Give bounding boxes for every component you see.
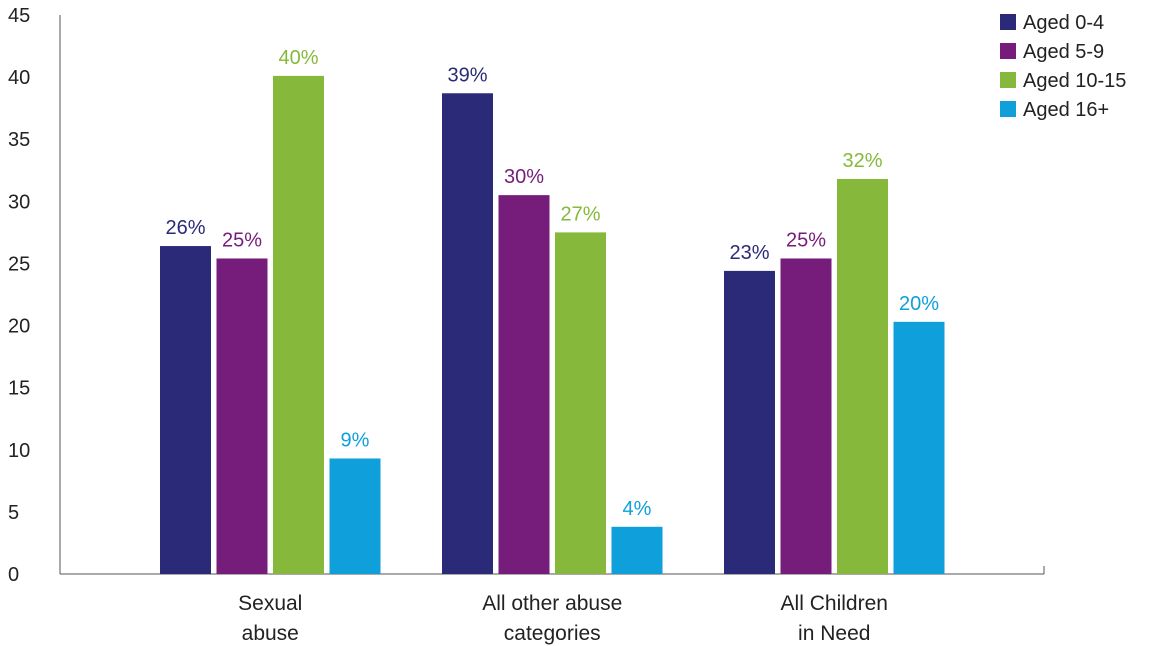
y-tick-label: 35 — [8, 129, 30, 151]
data-label: 23% — [729, 242, 769, 264]
category-label: categories — [504, 622, 601, 645]
y-tick-label: 10 — [8, 440, 30, 462]
legend-swatch — [1000, 14, 1016, 30]
legend: Aged 0-4 Aged 5-9 Aged 10-15 Aged 16+ — [1000, 12, 1126, 121]
y-tick-label: 20 — [8, 316, 30, 338]
legend-label: Aged 16+ — [1023, 99, 1109, 121]
y-axis-ticks: 0 5 10 15 20 25 30 35 40 45 — [8, 5, 30, 586]
y-tick-label: 40 — [8, 67, 30, 89]
bar-aged-16--1 — [611, 526, 663, 574]
data-label: 25% — [786, 229, 826, 251]
data-label: 26% — [165, 217, 205, 239]
y-tick-label: 45 — [8, 5, 30, 27]
legend-label: Aged 10-15 — [1023, 70, 1126, 92]
bar-aged-5-9-1 — [498, 195, 550, 574]
data-label: 4% — [623, 498, 652, 520]
data-label: 20% — [899, 293, 939, 315]
bar-aged-5-9-2 — [780, 258, 832, 574]
y-tick-label: 15 — [8, 378, 30, 400]
data-label: 25% — [222, 229, 262, 251]
category-label: in Need — [798, 622, 870, 645]
y-tick-label: 30 — [8, 191, 30, 213]
data-label: 39% — [447, 64, 487, 86]
bars — [160, 75, 945, 574]
y-tick-label: 5 — [8, 502, 19, 524]
bar-aged-10-15-2 — [837, 178, 888, 574]
category-label: All Children — [781, 592, 888, 615]
data-label: 40% — [278, 47, 318, 69]
legend-label: Aged 5-9 — [1023, 41, 1104, 63]
data-label: 30% — [504, 166, 544, 188]
legend-swatch — [1000, 43, 1016, 59]
bar-aged-10-15-0 — [273, 75, 324, 574]
bar-aged-16--0 — [329, 458, 381, 574]
data-labels: 26% 39% 23% 25% 30% 25% 40% 27% 32% 9% 4% 20% — [165, 47, 939, 520]
bar-aged-0-4-2 — [724, 270, 775, 574]
bar-aged-5-9-0 — [216, 258, 268, 574]
y-tick-label: 0 — [8, 564, 19, 586]
bar-aged-0-4-1 — [442, 93, 493, 574]
category-label: Sexual — [238, 592, 302, 615]
legend-swatch — [1000, 72, 1016, 88]
category-label: abuse — [242, 622, 299, 645]
y-tick-label: 25 — [8, 253, 30, 275]
legend-swatch — [1000, 101, 1016, 117]
legend-label: Aged 0-4 — [1023, 12, 1104, 34]
category-label: All other abuse — [482, 592, 622, 615]
bar-aged-0-4-0 — [160, 246, 211, 574]
x-axis-categories: Sexual abuse All other abuse categories All … — [238, 592, 888, 645]
bar-aged-16--2 — [893, 321, 945, 574]
bar-aged-10-15-1 — [555, 232, 606, 574]
data-label: 32% — [842, 150, 882, 172]
data-label: 9% — [341, 429, 370, 451]
data-label: 27% — [560, 203, 600, 225]
